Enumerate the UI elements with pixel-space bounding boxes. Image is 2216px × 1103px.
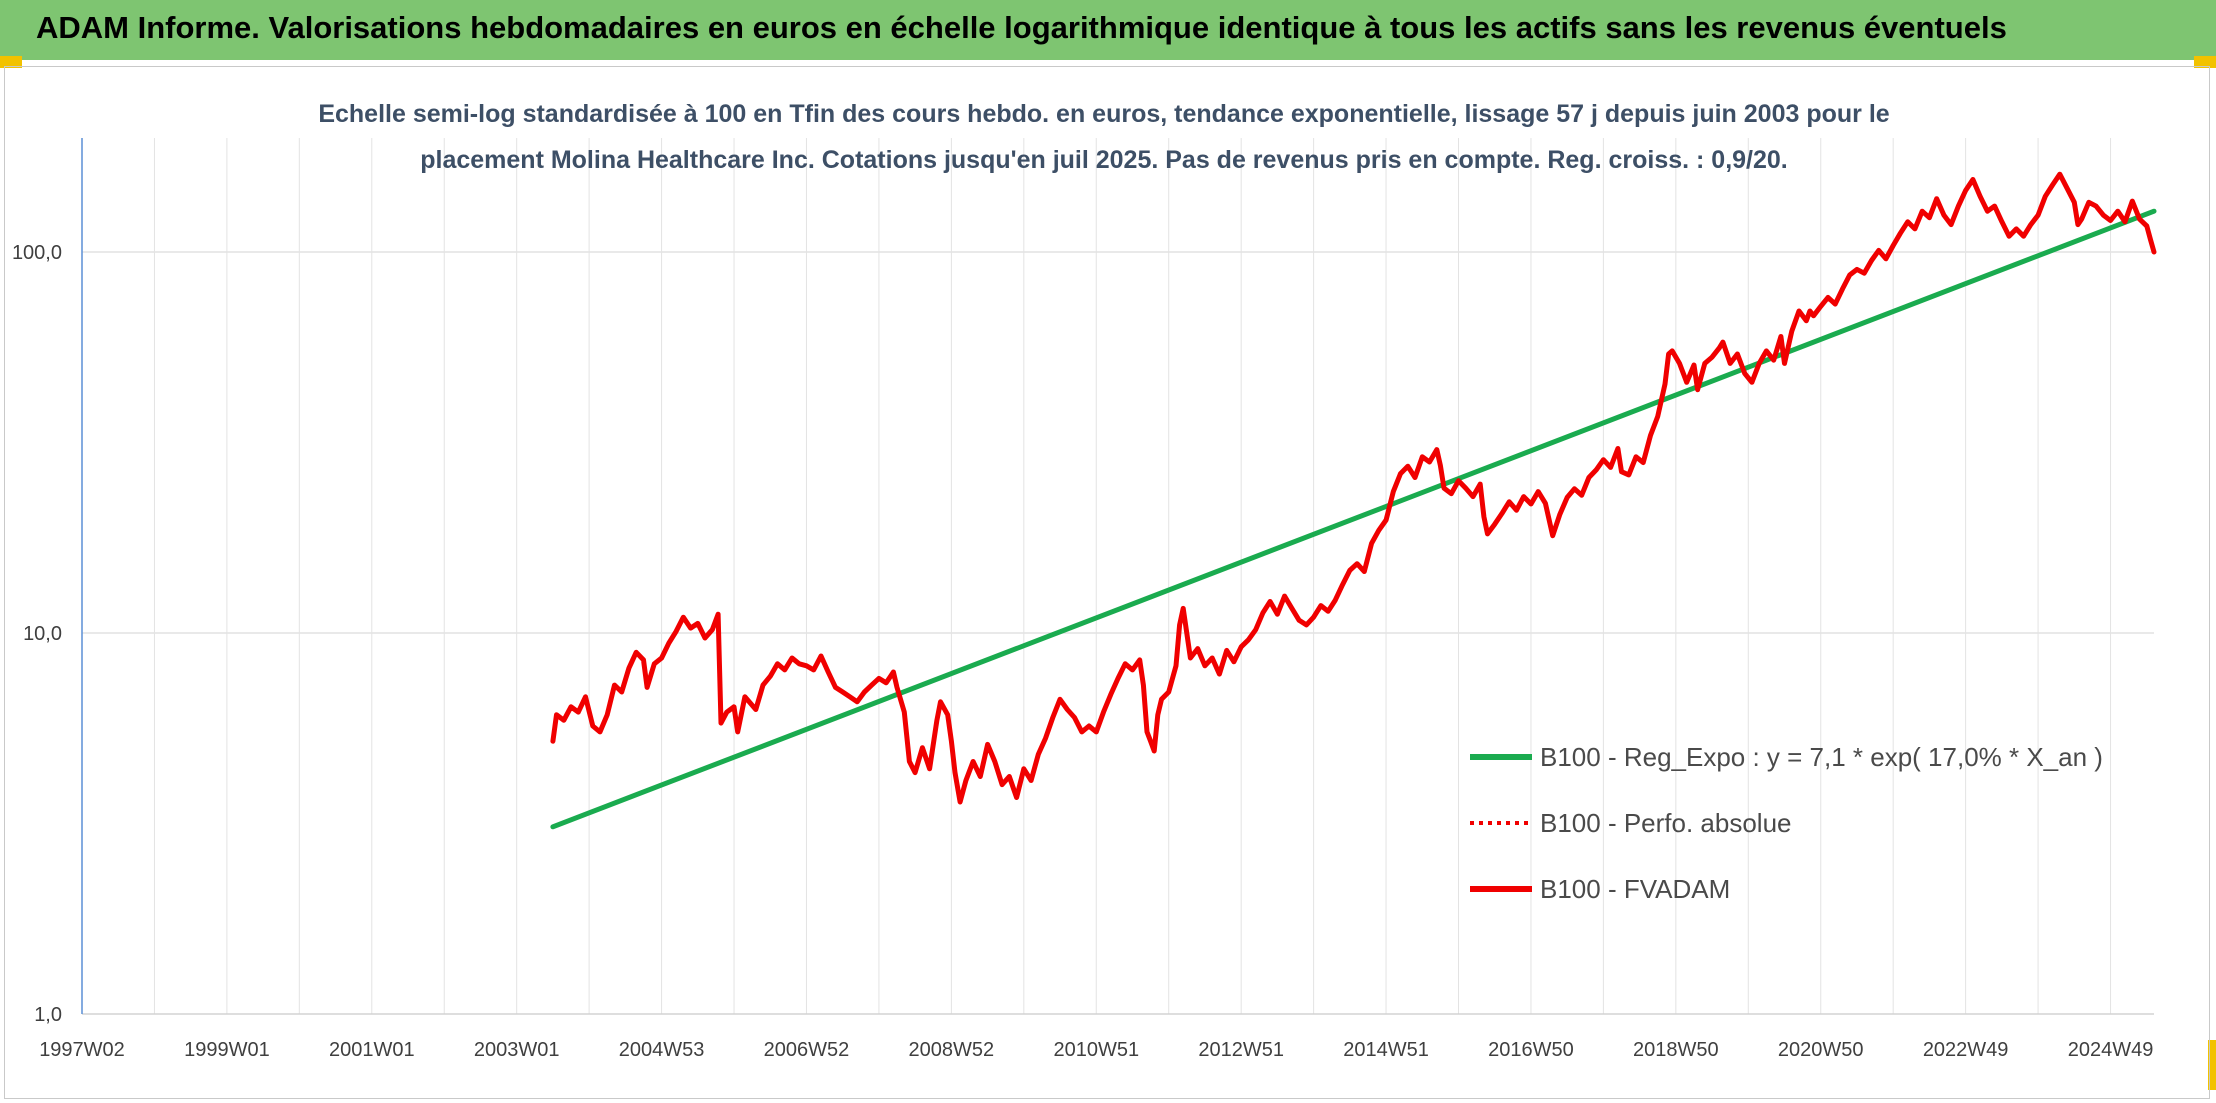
corner-accent-top-right [2194, 56, 2216, 68]
x-tick-label: 2004W53 [619, 1039, 705, 1061]
y-axis-ticks: 1,0 10,0 100,0 [12, 242, 62, 1026]
chart-title: Echelle semi-log standardisée à 100 en T… [318, 100, 1889, 174]
gridlines [82, 138, 2154, 1015]
x-axis-ticks: 1997W02 1999W01 2001W01 2003W01 2004W53 2006W… [39, 1039, 2153, 1061]
report-title: ADAM Informe. Valorisations hebdomadaire… [36, 10, 2007, 45]
x-tick-label: 2016W50 [1488, 1039, 1574, 1061]
x-tick-label: 2024W49 [2068, 1039, 2154, 1061]
legend-label: B100 - FVADAM [1540, 874, 1730, 904]
legend-label: B100 - Perfo. absolue [1540, 808, 1792, 838]
x-tick-label: 2010W51 [1053, 1039, 1139, 1061]
x-tick-label: 2012W51 [1198, 1039, 1284, 1061]
legend: B100 - Reg_Expo : y = 7,1 * exp( 17,0% *… [1470, 742, 2103, 904]
y-tick-label: 1,0 [34, 1004, 62, 1026]
plot-series [550, 171, 2157, 830]
legend-label: B100 - Reg_Expo : y = 7,1 * exp( 17,0% *… [1540, 742, 2103, 772]
y-tick-label: 100,0 [12, 242, 62, 264]
chart-title-line-2: placement Molina Healthcare Inc. Cotatio… [420, 146, 1788, 174]
chart-area-border [4, 66, 2210, 1099]
corner-accent-bottom-right [2208, 1040, 2216, 1090]
x-tick-label: 2018W50 [1633, 1039, 1719, 1061]
series-line-0 [550, 208, 2157, 830]
x-tick-label: 2020W50 [1778, 1039, 1864, 1061]
corner-accent-top-left [0, 56, 22, 68]
x-tick-label: 2014W51 [1343, 1039, 1429, 1061]
x-tick-label: 2006W52 [764, 1039, 850, 1061]
chart-title-line-1: Echelle semi-log standardisée à 100 en T… [318, 100, 1889, 128]
x-tick-label: 1999W01 [184, 1039, 270, 1061]
series-line-2 [550, 171, 2157, 805]
x-tick-label: 2003W01 [474, 1039, 560, 1061]
report-header: ADAM Informe. Valorisations hebdomadaire… [0, 0, 2216, 60]
x-tick-label: 2008W52 [909, 1039, 995, 1061]
y-tick-label: 10,0 [23, 623, 62, 645]
x-tick-label: 1997W02 [39, 1039, 125, 1061]
x-tick-label: 2001W01 [329, 1039, 415, 1061]
x-tick-label: 2022W49 [1923, 1039, 2009, 1061]
